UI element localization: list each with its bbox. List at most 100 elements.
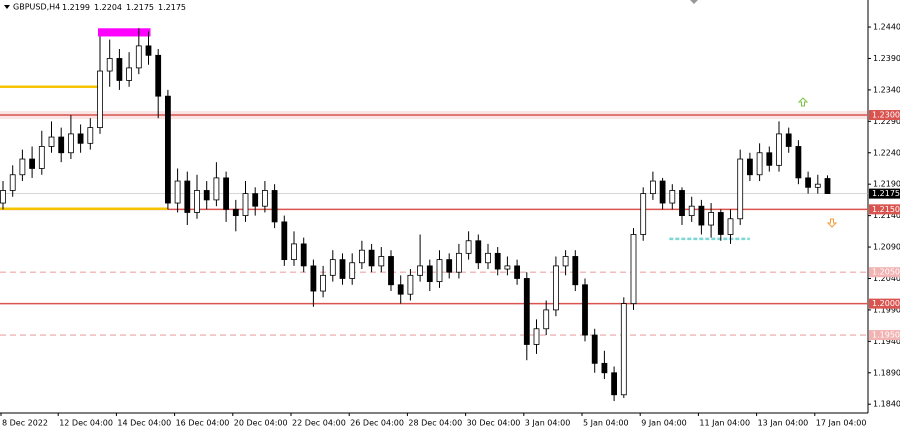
candle-body: [126, 67, 132, 81]
shift-marker: [690, 0, 698, 4]
candle-body: [824, 178, 831, 195]
y-tick-label: 1.2140: [873, 211, 900, 220]
candle-body: [232, 208, 239, 217]
candle-body: [708, 212, 714, 226]
candle-body: [669, 190, 676, 204]
candle-body: [620, 303, 627, 396]
candle-body: [300, 243, 307, 267]
candle-body: [97, 70, 103, 129]
level-label: 1.2150: [872, 205, 900, 214]
x-tick-label: 20 Dec 04:00: [234, 419, 288, 428]
candle-body: [77, 133, 84, 144]
candle-body: [378, 256, 385, 267]
candle-body: [281, 221, 288, 261]
candle-body: [329, 259, 336, 276]
zone: [98, 28, 151, 37]
candle-body: [640, 193, 647, 235]
candle-body: [562, 256, 569, 267]
candle-body: [455, 252, 462, 273]
y-tick-label: 1.2040: [873, 274, 900, 283]
candle-body: [252, 193, 259, 207]
candle-body: [426, 265, 433, 283]
header-value: 1.2175: [126, 3, 154, 12]
candle-body: [630, 234, 637, 305]
y-tick-label: 1.1940: [873, 337, 900, 346]
candle-body: [388, 256, 394, 286]
candle-body: [611, 372, 617, 396]
candle-body: [747, 158, 753, 176]
candle-body: [0, 190, 6, 204]
candle-body: [349, 262, 356, 279]
candle-body: [291, 243, 297, 261]
chart-title: GBPUSD,H4: [13, 3, 60, 12]
y-tick-label: 1.1890: [873, 368, 900, 377]
x-tick-label: 16 Dec 04:00: [176, 419, 230, 428]
candle-body: [320, 274, 327, 292]
candle-body: [543, 309, 550, 330]
candle-body: [465, 240, 472, 254]
candle-body: [223, 177, 230, 210]
x-tick-label: 8 Dec 2022: [2, 419, 48, 428]
candle-body: [194, 190, 200, 213]
x-tick-label: 9 Jan 04:00: [641, 419, 687, 428]
candle-body: [446, 259, 453, 273]
x-tick-label: 5 Jan 04:00: [583, 419, 629, 428]
candle-body: [164, 95, 171, 204]
x-tick-label: 13 Jan 04:00: [758, 419, 809, 428]
current-price-box: [869, 188, 900, 199]
candle-body: [58, 136, 65, 154]
candle-body: [135, 45, 142, 69]
candle-body: [68, 133, 74, 154]
candle-body: [213, 177, 220, 201]
x-tick-label: 22 Dec 04:00: [292, 419, 346, 428]
candle-body: [48, 136, 55, 147]
candle-body: [184, 180, 191, 213]
down-arrow: [826, 218, 838, 228]
candle-body: [679, 190, 685, 217]
y-tick-label: 1.1990: [873, 305, 900, 314]
y-tick-label: 1.2440: [873, 23, 900, 32]
candle-body: [485, 252, 491, 264]
candle-body: [591, 334, 598, 364]
candle-body: [553, 265, 559, 311]
candle-body: [814, 183, 821, 188]
level-label-box: [869, 110, 900, 121]
level-label: 1.2000: [872, 299, 900, 308]
candle-body: [766, 152, 773, 166]
y-tick-label: 1.2090: [873, 243, 900, 252]
candle-body: [659, 180, 666, 204]
candle-body: [688, 205, 695, 217]
candle-body: [87, 127, 94, 144]
candle-body: [106, 58, 113, 72]
candle-body: [727, 218, 734, 235]
menu-triangle[interactable]: [4, 5, 10, 9]
current-price-label: 1.2175: [872, 189, 900, 198]
x-tick-label: 26 Dec 04:00: [350, 419, 404, 428]
candle-body: [407, 274, 414, 295]
candle-body: [475, 240, 482, 264]
candle-body: [19, 158, 26, 176]
level-label: 1.1950: [872, 331, 900, 340]
candle-body: [358, 249, 365, 264]
level-label: 1.2300: [872, 111, 900, 120]
candle-body: [572, 256, 579, 286]
candle-body: [368, 249, 375, 267]
candle-body: [494, 252, 501, 270]
candle-body: [805, 177, 811, 188]
candle-body: [650, 180, 656, 195]
level-label-box: [869, 204, 900, 215]
candle-body: [737, 158, 744, 220]
x-tick-label: 3 Jan 04:00: [525, 419, 571, 428]
candle-body: [785, 133, 792, 147]
level-label-box: [869, 330, 900, 341]
candle-body: [242, 193, 249, 217]
candle-body: [145, 45, 152, 56]
candle-body: [261, 190, 268, 207]
x-tick-label: 17 Jan 04:00: [816, 419, 867, 428]
level-label: 1.2050: [872, 268, 900, 277]
y-tick-label: 1.1840: [873, 400, 900, 409]
x-tick-label: 30 Dec 04:00: [467, 419, 521, 428]
